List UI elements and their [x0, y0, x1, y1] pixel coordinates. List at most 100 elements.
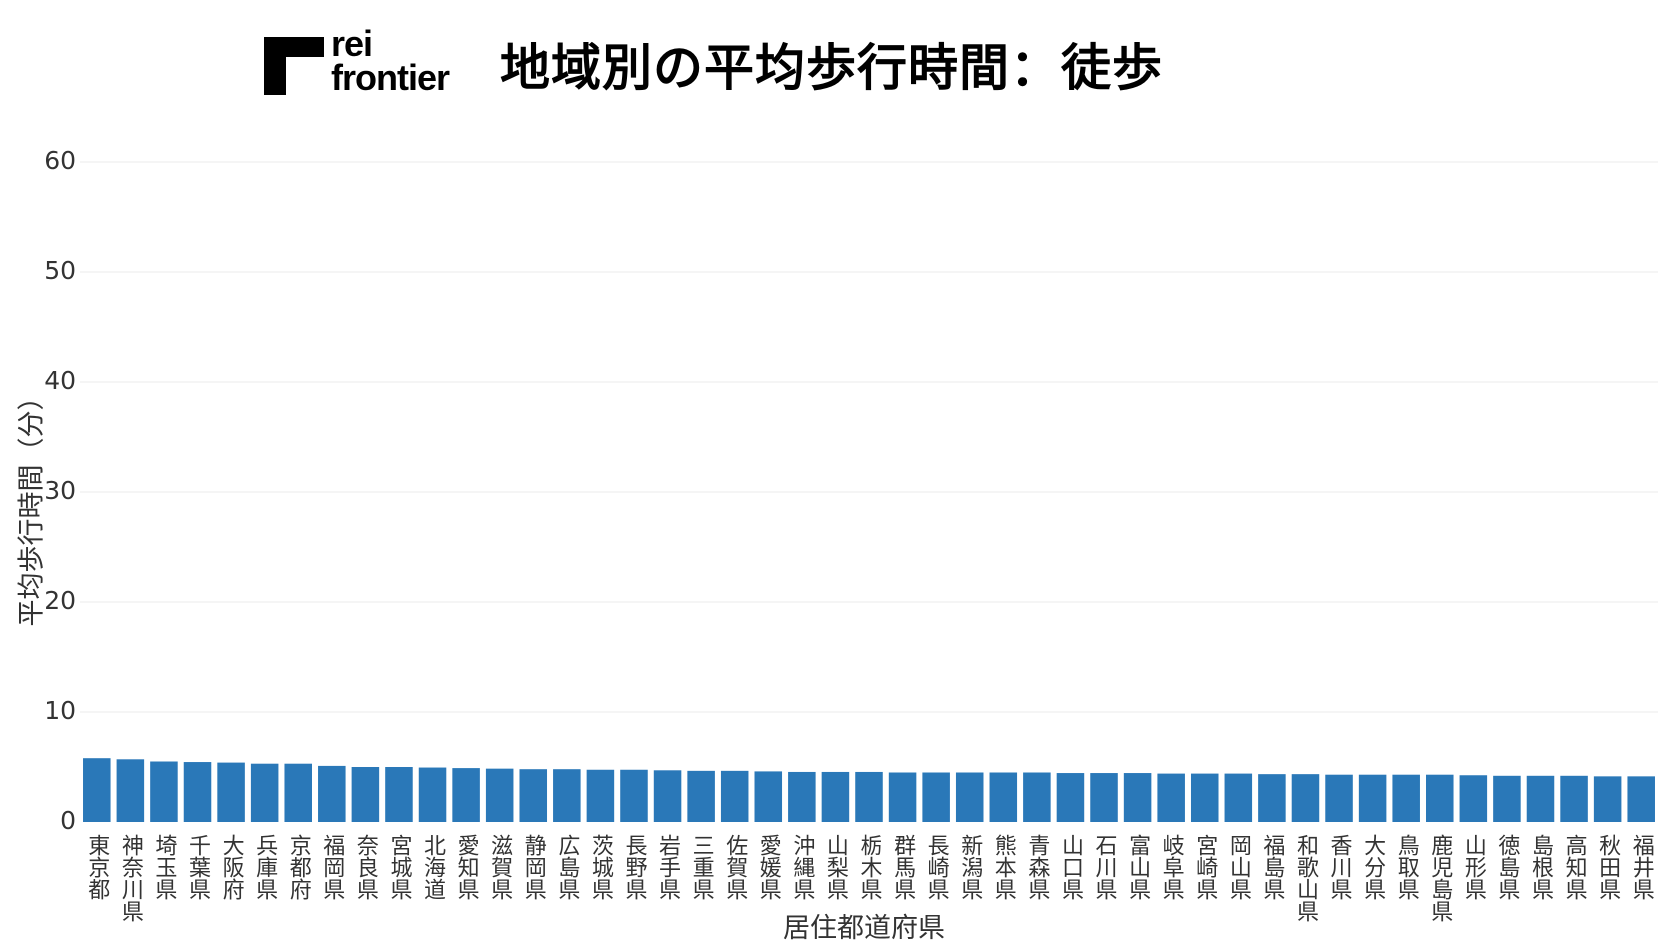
bar-山梨県 [821, 771, 850, 822]
bar-静岡県 [519, 769, 548, 822]
x-tick-label: 沖縄県 [789, 834, 815, 900]
x-tick-label: 長崎県 [924, 834, 950, 900]
bar-神奈川県 [116, 759, 145, 822]
bar-広島県 [553, 769, 581, 822]
bar-愛媛県 [754, 771, 783, 822]
bar-宮城県 [385, 767, 413, 822]
x-tick-label: 福岡県 [319, 834, 345, 900]
x-tick-label: 長野県 [621, 834, 647, 900]
x-tick-label: 宮城県 [386, 834, 412, 900]
x-tick-label: 京都府 [286, 834, 312, 900]
bar-東京都 [83, 758, 111, 822]
x-axis-title: 居住都道府県 [783, 913, 945, 944]
bar-奈良県 [351, 767, 380, 822]
bar-福井県 [1627, 776, 1655, 822]
x-tick-label: 和歌山県 [1293, 834, 1319, 922]
bar-山形県 [1459, 775, 1488, 822]
x-tick-label: 富山県 [1125, 834, 1151, 900]
chart-header: rei frontier 地域別の平均歩行時間：徒歩 [0, 0, 1674, 120]
x-tick-label: 茨城県 [588, 834, 614, 900]
x-tick-label: 山口県 [1058, 834, 1084, 900]
bar-山口県 [1056, 773, 1085, 822]
x-tick-label: 秋田県 [1595, 834, 1621, 900]
y-tick-label: 50 [44, 256, 76, 285]
brand-logo-line2: frontier [331, 57, 450, 98]
rei-frontier-logo-icon [264, 37, 324, 95]
x-tick-label: 群馬県 [890, 834, 916, 900]
bar-大阪府 [217, 762, 245, 822]
bar-千葉県 [183, 762, 212, 822]
chart-title: 地域別の平均歩行時間：徒歩 [500, 39, 1163, 97]
bar-新潟県 [955, 772, 984, 822]
x-tick-label: 神奈川県 [118, 834, 144, 922]
bar-高知県 [1560, 775, 1588, 822]
x-tick-label: 千葉県 [185, 834, 211, 900]
bar-福岡県 [318, 765, 346, 822]
y-tick-label: 20 [44, 586, 76, 615]
bar-和歌山県 [1291, 774, 1320, 822]
y-tick-label: 60 [44, 146, 76, 175]
bar-岡山県 [1224, 773, 1253, 822]
bar-徳島県 [1493, 775, 1521, 822]
x-tick-label: 熊本県 [991, 834, 1017, 900]
x-tick-label: 栃木県 [857, 834, 883, 900]
bar-長崎県 [922, 772, 950, 822]
x-tick-label: 愛知県 [454, 834, 480, 900]
bar-青森県 [1023, 772, 1051, 822]
bar-埼玉県 [150, 761, 178, 822]
x-tick-label: 石川県 [1092, 834, 1118, 900]
bar-宮崎県 [1190, 773, 1219, 822]
x-tick-label: 奈良県 [353, 834, 379, 900]
bar-三重県 [687, 770, 715, 822]
bar-鹿児島県 [1426, 774, 1454, 822]
x-tick-label: 佐賀県 [722, 834, 748, 900]
bar-鳥取県 [1392, 774, 1420, 822]
y-tick-label: 10 [44, 696, 76, 725]
x-tick-label: 三重県 [689, 834, 715, 900]
bar-岐阜県 [1157, 773, 1185, 822]
x-tick-label: 高知県 [1562, 834, 1588, 900]
x-axis-ticks: 東京都 神奈川県 埼玉県 千葉県 大阪府 兵庫県 京都府 福岡県 奈良県 宮城県 北海道 愛知県 滋賀県… [84, 834, 1654, 922]
x-tick-label: 宮崎県 [1192, 834, 1218, 900]
x-tick-label: 福島県 [1259, 834, 1285, 900]
gridlines [80, 161, 1658, 713]
x-tick-label: 鳥取県 [1394, 834, 1420, 900]
y-tick-label: 0 [60, 806, 76, 835]
bar-京都府 [284, 763, 312, 822]
x-tick-label: 広島県 [554, 834, 580, 900]
bar-滋賀県 [485, 768, 514, 822]
bar-北海道 [418, 767, 447, 822]
x-tick-label: 大阪府 [219, 834, 245, 900]
bar-沖縄県 [788, 771, 816, 822]
bar-愛知県 [452, 768, 480, 822]
bar-熊本県 [989, 772, 1018, 822]
x-tick-label: 愛媛県 [756, 834, 782, 900]
x-tick-label: 山形県 [1461, 834, 1487, 900]
x-tick-label: 徳島県 [1494, 834, 1520, 900]
x-tick-label: 新潟県 [957, 834, 983, 900]
bar-石川県 [1090, 773, 1118, 822]
x-tick-label: 静岡県 [521, 834, 547, 900]
x-tick-label: 滋賀県 [487, 834, 513, 900]
bar-岩手県 [653, 770, 682, 822]
x-tick-label: 兵庫県 [252, 834, 278, 900]
bar-福島県 [1258, 774, 1286, 822]
bar-佐賀県 [720, 770, 749, 822]
bars [83, 758, 1655, 822]
bar-茨城県 [586, 769, 615, 822]
x-tick-label: 青森県 [1024, 834, 1050, 900]
x-tick-label: 埼玉県 [151, 834, 177, 900]
bar-栃木県 [855, 771, 883, 822]
bar-秋田県 [1593, 776, 1622, 822]
x-tick-label: 鹿児島県 [1427, 834, 1453, 922]
brand-logo-text: rei frontier [331, 23, 450, 98]
x-tick-label: 香川県 [1327, 834, 1353, 900]
x-tick-label: 島根県 [1528, 834, 1554, 900]
x-tick-label: 山梨県 [823, 834, 849, 900]
bar-富山県 [1123, 773, 1152, 822]
bar-群馬県 [888, 772, 917, 822]
brand-logo-line1: rei [331, 23, 373, 64]
bar-香川県 [1325, 774, 1353, 822]
bar-大分県 [1358, 774, 1387, 822]
